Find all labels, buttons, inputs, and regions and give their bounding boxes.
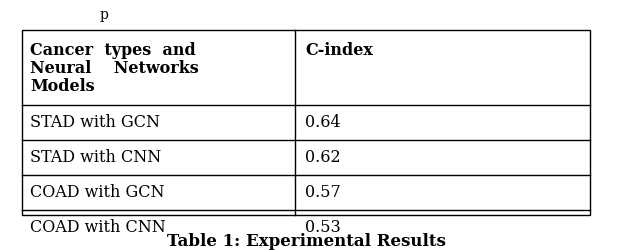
Bar — [22, 30, 590, 215]
Text: p: p — [100, 8, 109, 22]
Text: COAD with GCN: COAD with GCN — [30, 184, 164, 201]
Text: 0.53: 0.53 — [305, 219, 340, 236]
Text: STAD with CNN: STAD with CNN — [30, 149, 161, 166]
Text: Neural    Networks: Neural Networks — [30, 60, 199, 77]
Text: Models: Models — [30, 78, 95, 95]
Text: Table 1: Experimental Results: Table 1: Experimental Results — [166, 233, 445, 250]
Text: 0.62: 0.62 — [305, 149, 340, 166]
Text: 0.57: 0.57 — [305, 184, 340, 201]
Text: 0.64: 0.64 — [305, 114, 340, 131]
Text: Cancer  types  and: Cancer types and — [30, 42, 196, 59]
Text: C-index: C-index — [305, 42, 373, 59]
Text: COAD with CNN: COAD with CNN — [30, 219, 166, 236]
Text: STAD with GCN: STAD with GCN — [30, 114, 160, 131]
